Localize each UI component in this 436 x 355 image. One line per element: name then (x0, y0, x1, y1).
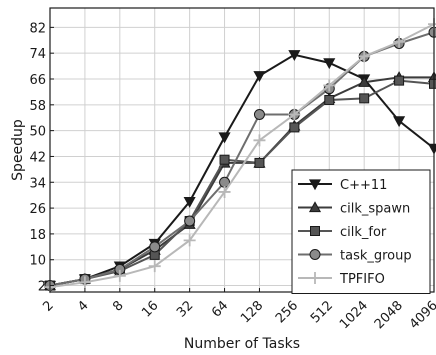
legend-label: cilk_spawn (340, 202, 410, 217)
legend-marker (308, 179, 322, 191)
x-tick-label: 1024 (337, 298, 371, 332)
series-line-cilk-for (49, 79, 435, 287)
legend-item-cilk-spawn: cilk_spawn (298, 201, 410, 217)
x-tick-label: 128 (238, 298, 266, 326)
y-tick-label: 82 (29, 21, 46, 36)
legend-item-cilk-for: cilk_for (298, 225, 387, 240)
data-point-tpfifo (148, 260, 161, 273)
x-tick-label: 256 (273, 298, 301, 326)
data-point-tpfifo (393, 35, 406, 48)
y-tick-label: 42 (29, 150, 46, 165)
series-line-tpfifo (49, 23, 435, 289)
legend-marker (310, 226, 320, 236)
data-point-cilk-for (324, 94, 335, 105)
plot-frame (49, 7, 435, 293)
data-point-tpfifo (323, 79, 336, 92)
data-point-cilk-for (289, 122, 300, 133)
data-point-cilk-for (394, 75, 405, 86)
data-point-tpfifo (183, 234, 196, 247)
x-tick-label: 32 (174, 298, 196, 320)
x-tick-label: 8 (110, 298, 126, 314)
x-tick-label: 4096 (407, 298, 436, 332)
data-point-tpfifo (113, 269, 126, 282)
x-tick-label: 2 (40, 298, 56, 314)
data-point-task-group (149, 241, 161, 253)
legend-item-c-11: C++11 (298, 178, 387, 193)
x-tick-label: 4 (75, 298, 91, 314)
x-tick-label: 16 (139, 298, 161, 320)
data-point-task-group (428, 26, 436, 38)
data-point-c-11 (427, 143, 436, 155)
data-point-tpfifo (288, 108, 301, 121)
data-point-c-11 (253, 71, 266, 83)
data-point-tpfifo (78, 276, 91, 289)
series-layer (43, 18, 436, 294)
data-point-c-11 (288, 50, 301, 62)
data-point-tpfifo (253, 134, 266, 147)
data-point-cilk-spawn (358, 75, 371, 87)
y-tick-label: 66 (29, 73, 46, 88)
legend-item-task-group: task_group (298, 249, 412, 264)
series-line-c-11 (49, 53, 435, 287)
y-tick-label: 2 (38, 280, 46, 295)
legend-marker (309, 272, 321, 284)
data-point-cilk-for (219, 154, 230, 165)
y-tick-label: 18 (29, 228, 46, 243)
data-point-c-11 (393, 116, 406, 128)
legend-label: task_group (340, 249, 412, 264)
y-tick-label: 10 (29, 254, 46, 269)
legend-item-tpfifo: TPFIFO (298, 272, 385, 287)
data-point-cilk-for (429, 78, 436, 89)
legend-marker (309, 249, 321, 260)
y-axis-label: Speedup (10, 119, 26, 181)
legend: C++11 cilk_spawn cilk_for task_group TPFIFO (291, 169, 431, 294)
data-point-c-11 (183, 196, 196, 208)
legend-marker (308, 201, 322, 213)
x-axis-label: Number of Tasks (184, 336, 300, 352)
data-point-cilk-for (359, 93, 370, 104)
legend-label: cilk_for (340, 225, 387, 240)
legend-label: TPFIFO (339, 272, 385, 287)
y-tick-label: 26 (29, 202, 46, 217)
data-point-tpfifo (218, 185, 231, 198)
data-point-cilk-for (254, 157, 265, 168)
legend-label: C++11 (340, 178, 387, 193)
y-tick-label: 74 (29, 47, 46, 62)
x-tick-label: 2048 (372, 298, 406, 332)
x-tick-label: 512 (308, 298, 336, 326)
y-tick-label: 34 (29, 176, 46, 191)
y-tick-label: 58 (29, 99, 46, 114)
data-point-c-11 (218, 132, 231, 144)
data-point-task-group (184, 215, 196, 227)
y-tick-label: 50 (29, 125, 46, 140)
data-point-tpfifo (358, 50, 371, 63)
x-tick-label: 64 (209, 298, 231, 320)
data-point-c-11 (323, 58, 336, 70)
data-point-task-group (253, 109, 265, 120)
